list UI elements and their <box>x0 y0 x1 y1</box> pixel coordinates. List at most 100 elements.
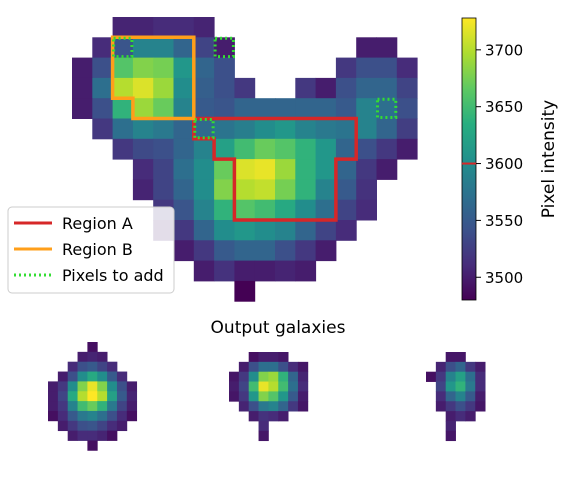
galaxy-pixel <box>288 391 299 402</box>
galaxy-pixel <box>87 420 98 432</box>
galaxy-pixel <box>87 430 98 441</box>
main-heatmap-cell <box>275 118 296 140</box>
galaxy-pixel <box>67 430 78 441</box>
galaxy-pixel <box>116 401 128 412</box>
galaxy-pixel <box>116 391 128 402</box>
galaxy-pixel <box>445 381 456 392</box>
galaxy-pixel <box>435 371 447 382</box>
galaxy-pixel <box>297 401 309 412</box>
colorbar-label: Pixel intensity <box>539 100 559 218</box>
galaxy-pixel <box>97 371 108 382</box>
galaxy-pixel <box>445 391 456 402</box>
main-heatmap-cell <box>376 37 398 59</box>
main-heatmap-cell <box>396 138 418 160</box>
galaxy-pixel <box>455 411 466 422</box>
galaxy-pixel <box>475 401 486 412</box>
galaxy-pixel <box>87 410 98 422</box>
main-heatmap-cell <box>214 240 235 262</box>
main-heatmap-cell <box>315 220 337 241</box>
main-heatmap-cell <box>193 199 215 221</box>
main-heatmap-cell <box>92 37 114 59</box>
galaxy-pixel <box>465 391 476 402</box>
main-heatmap-cell <box>193 98 215 119</box>
main-heatmap-cell <box>335 220 357 241</box>
main-heatmap-cell <box>335 118 357 140</box>
main-heatmap-cell <box>193 77 215 99</box>
galaxy-pixel <box>435 401 447 412</box>
galaxy-pixel <box>57 420 69 432</box>
galaxy-pixel <box>258 430 269 442</box>
galaxy-pixel <box>87 351 98 363</box>
main-heatmap-cell <box>234 260 256 282</box>
galaxy-pixel <box>126 410 138 422</box>
galaxy-pixel <box>268 401 279 412</box>
main-heatmap-cell <box>193 240 215 262</box>
main-heatmap-cell <box>335 98 357 119</box>
main-heatmap-cell <box>112 17 134 38</box>
main-heatmap-cell <box>112 37 134 59</box>
main-heatmap-cell <box>214 37 235 59</box>
galaxy-pixel <box>278 352 289 363</box>
galaxy-pixel <box>445 401 456 412</box>
main-heatmap-cell <box>254 98 276 119</box>
galaxy-pixel <box>116 410 128 422</box>
main-heatmap-cell <box>193 138 215 160</box>
galaxy-pixel <box>77 361 88 372</box>
main-heatmap-cell <box>396 118 418 140</box>
main-heatmap-cell <box>214 77 235 99</box>
galaxy-pixel <box>48 391 59 402</box>
galaxy-pixel <box>475 381 486 392</box>
galaxy-pixel <box>229 391 240 402</box>
main-heatmap-cell <box>72 57 93 79</box>
galaxy-pixel <box>278 371 289 382</box>
main-heatmap-cell <box>132 98 154 119</box>
galaxy-pixel <box>57 371 69 382</box>
main-heatmap-cell <box>275 240 296 262</box>
colorbar-ticks: 3500 3550 3600 3650 3700 <box>462 41 523 287</box>
main-heatmap-cell <box>234 280 256 302</box>
galaxy-pixel <box>116 420 128 432</box>
galaxy-pixel <box>268 391 279 402</box>
legend-frame <box>7 206 175 294</box>
galaxy-pixel <box>248 391 259 402</box>
galaxy-pixel <box>445 430 456 442</box>
galaxy-pixel <box>229 381 240 392</box>
galaxy-pixel <box>57 410 69 422</box>
galaxy-pixel <box>445 361 456 373</box>
main-heatmap-cell <box>112 118 134 140</box>
galaxy-pixel <box>107 430 118 441</box>
pixel-to-add-marker <box>193 118 215 140</box>
main-heatmap-cell <box>295 138 317 160</box>
main-heatmap-cell <box>193 179 215 201</box>
pixels-to-add-markers <box>112 36 398 140</box>
main-heatmap-cell <box>92 77 114 99</box>
galaxy-pixel <box>97 410 108 422</box>
main-heatmap-cell <box>315 138 337 160</box>
galaxy-pixel <box>297 381 309 392</box>
main-heatmap-cell <box>376 159 398 180</box>
main-heatmap-cell <box>132 179 154 201</box>
main-heatmap-cell <box>376 98 398 119</box>
main-heatmap-cell <box>132 138 154 160</box>
galaxy-pixel <box>248 352 259 363</box>
galaxy-pixel <box>57 391 69 402</box>
galaxy-pixel <box>268 352 279 363</box>
main-heatmap-cell <box>92 98 114 119</box>
main-heatmap-cell <box>254 118 276 140</box>
main-heatmap-cell <box>234 118 256 140</box>
galaxy-pixel <box>268 371 279 382</box>
main-heatmap-cell <box>295 199 317 221</box>
main-heatmap-cell <box>254 138 276 160</box>
main-heatmap-cell <box>234 220 256 241</box>
main-heatmap-cell <box>254 240 276 262</box>
galaxy-pixel <box>77 430 88 441</box>
galaxy-pixel <box>48 410 59 422</box>
galaxy-pixel <box>435 391 447 402</box>
galaxy-pixel <box>455 401 466 412</box>
main-heatmap-cell <box>396 98 418 119</box>
galaxy-pixel <box>107 410 118 422</box>
legend: Region A Region B Pixels to add <box>7 206 175 294</box>
main-heatmap-cell <box>214 220 235 241</box>
galaxy-pixel <box>455 371 466 382</box>
main-heatmap-cell <box>356 179 377 201</box>
